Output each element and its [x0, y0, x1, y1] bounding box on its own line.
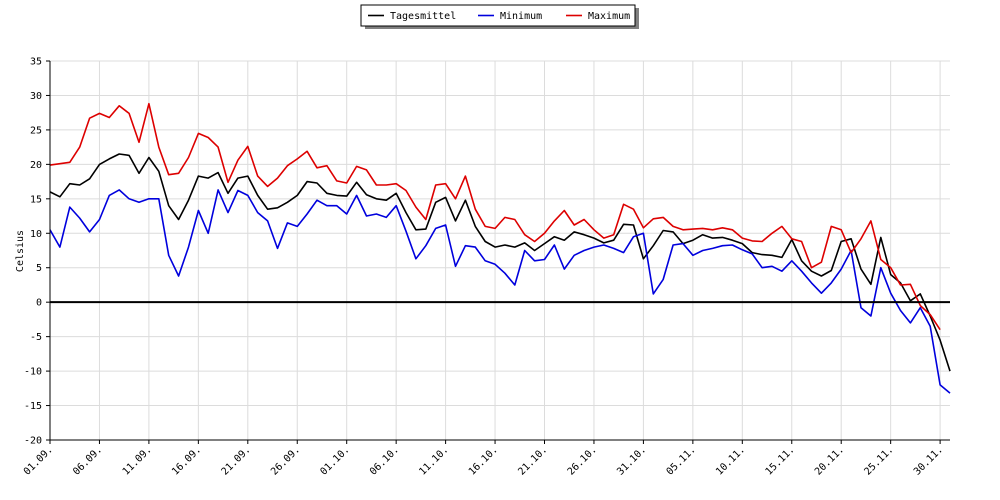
- x-tick-label: 26.09.: [269, 444, 302, 477]
- x-tick-label: 11.10.: [417, 444, 450, 477]
- y-tick-label: 30: [30, 91, 42, 102]
- y-tick-label: 10: [30, 229, 42, 240]
- y-tick-label: 15: [30, 194, 42, 205]
- x-axis-ticks: 01.09. 06.09. 11.09. 16.09. 21.09. 26.09. 01.1…: [22, 440, 945, 478]
- legend-label: Maximum: [588, 11, 630, 22]
- y-tick-label: -20: [24, 436, 42, 447]
- y-tick-label: 5: [36, 263, 42, 274]
- x-tick-label: 16.10.: [467, 444, 500, 477]
- x-tick-label: 25.11.: [862, 444, 895, 477]
- legend-box: [360, 4, 636, 27]
- x-tick-label: 21.09.: [220, 444, 253, 477]
- x-tick-label: 01.10.: [319, 444, 352, 477]
- x-tick-label: 06.09.: [71, 444, 104, 477]
- chart-axes: [49, 61, 950, 441]
- x-tick-label: 05.11.: [665, 444, 698, 477]
- x-tick-label: 21.10.: [516, 444, 549, 477]
- legend-label: Tagesmittel: [390, 11, 456, 22]
- legend-label: Minimum: [500, 11, 542, 22]
- x-tick-label: 01.09.: [22, 444, 55, 477]
- chart-grid: [50, 60, 950, 441]
- x-tick-label: 20.11.: [813, 444, 846, 477]
- x-tick-label: 30.11.: [912, 444, 945, 477]
- x-tick-label: 06.10.: [368, 444, 401, 477]
- y-tick-label: 25: [30, 125, 42, 136]
- y-tick-label: -5: [30, 332, 42, 343]
- series-layer: [49, 102, 951, 394]
- x-tick-label: 31.10.: [615, 444, 648, 477]
- y-axis-ticks: 35 30 25 20 15 10 5 0 -5 -10 -15 -20: [24, 57, 50, 447]
- y-tick-label: 35: [30, 57, 42, 68]
- x-tick-label: 10.11.: [714, 444, 747, 477]
- x-tick-label: 26.10.: [566, 444, 599, 477]
- y-tick-label: 20: [30, 160, 42, 171]
- y-tick-label: 0: [36, 298, 42, 309]
- series-line-tagesmittel: [49, 153, 951, 372]
- x-tick-label: 16.09.: [170, 444, 203, 477]
- series-line-maximum: [49, 102, 941, 331]
- y-tick-label: -10: [24, 367, 42, 378]
- x-tick-label: 15.11.: [764, 444, 797, 477]
- y-tick-label: -15: [24, 401, 42, 412]
- series-line-minimum: [49, 189, 951, 394]
- chart-legend: Tagesmittel Minimum Maximum: [360, 4, 639, 29]
- x-tick-label: 11.09.: [121, 444, 154, 477]
- y-axis-title: Celsius: [15, 230, 26, 272]
